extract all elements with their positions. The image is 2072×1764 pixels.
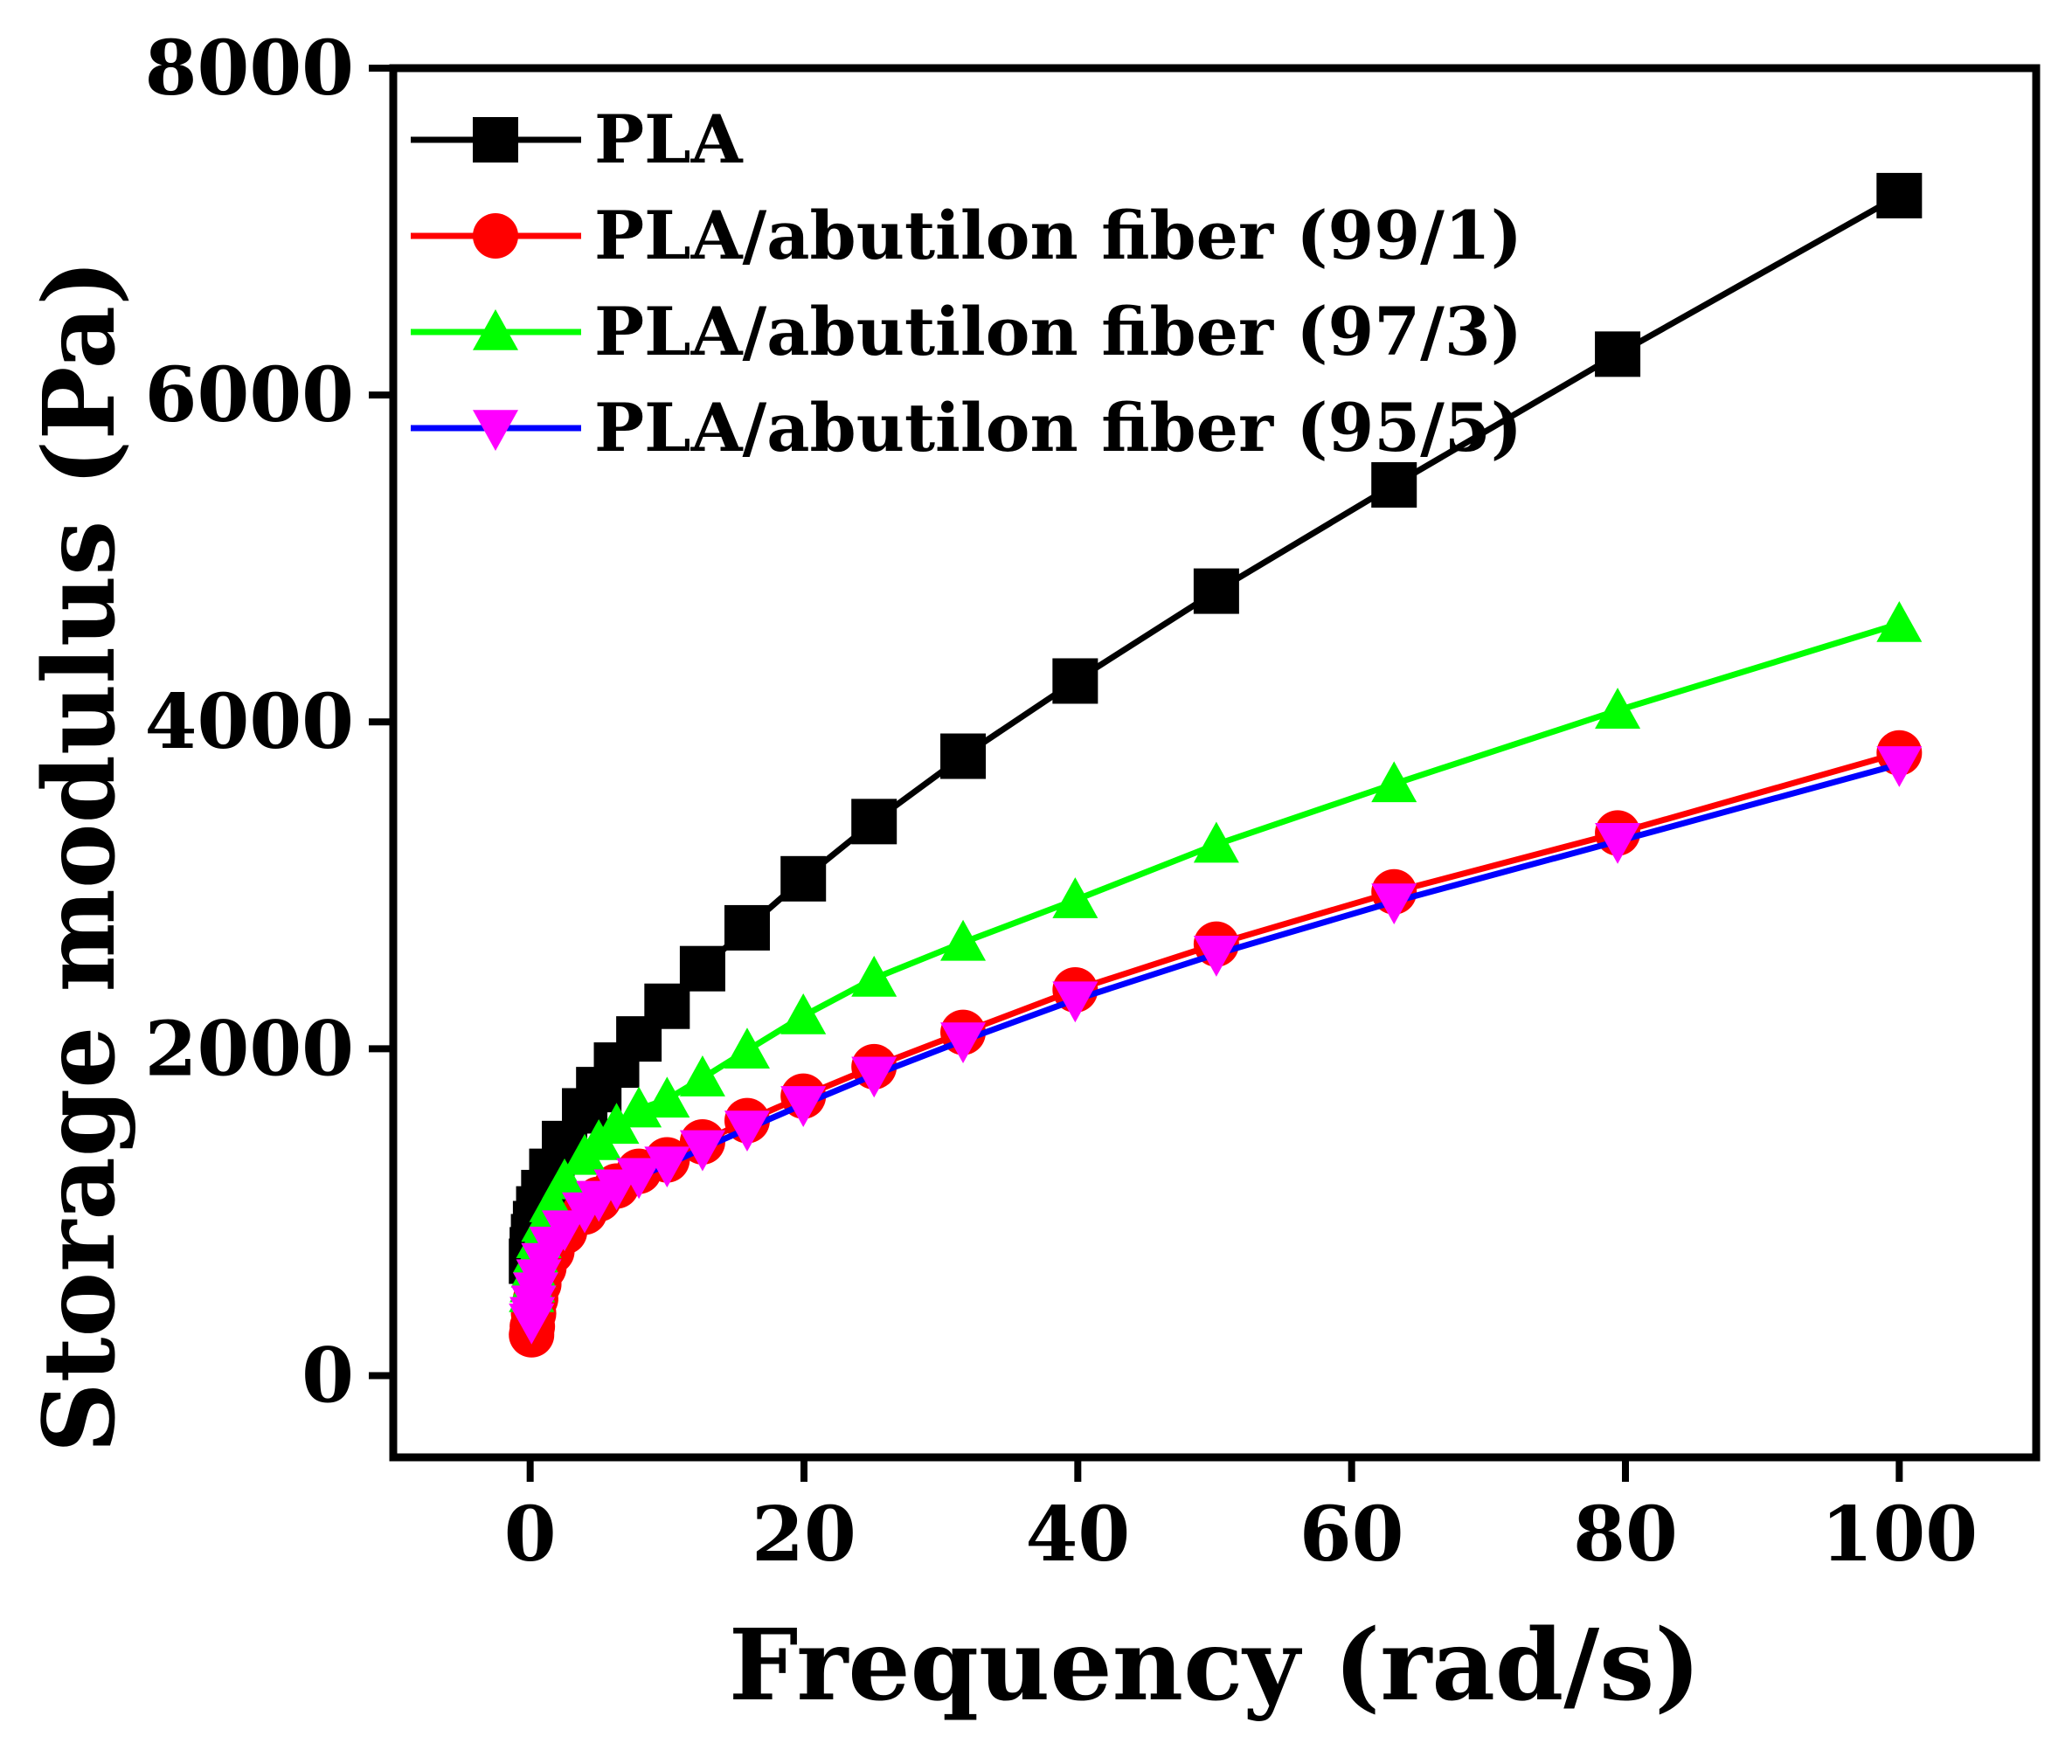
legend-label-3: PLA/abutilon fiber (95/5)	[594, 389, 1522, 467]
x-tick-label-5: 100	[1821, 1491, 1978, 1579]
data-point-2-16	[851, 955, 897, 997]
data-point-2-10	[593, 1103, 640, 1145]
data-point-3-22	[1876, 746, 1923, 787]
data-point-0-20	[1371, 462, 1417, 508]
y-tick-label-1: 2000	[145, 1005, 354, 1093]
data-point-2-13	[679, 1055, 725, 1096]
data-point-0-13	[679, 945, 725, 992]
data-point-3-12	[644, 1146, 690, 1188]
legend: PLA PLA/abutilon fiber (99/1) PLA/abutilon…	[411, 100, 1522, 467]
y-tick-label-0: 0	[301, 1332, 354, 1420]
y-axis-title: Storage modulus (Pa)	[23, 259, 137, 1453]
data-point-0-17	[940, 733, 987, 779]
legend-item-1: PLA/abutilon fiber (99/1)	[411, 197, 1522, 274]
legend-label-2: PLA/abutilon fiber (97/3)	[594, 293, 1522, 370]
data-point-0-15	[780, 855, 827, 902]
data-point-2-22	[1876, 601, 1923, 642]
data-point-3-10	[593, 1169, 640, 1211]
y-tick-label-3: 6000	[145, 351, 354, 439]
x-axis-title: Frequency (rad/s)	[729, 1608, 1701, 1723]
legend-marker-3	[473, 410, 518, 451]
plot-frame	[389, 64, 2041, 1462]
x-tick-label-2: 40	[1025, 1491, 1130, 1579]
data-point-0-14	[724, 904, 770, 951]
data-point-2-17	[940, 919, 987, 961]
data-point-3-19	[1193, 936, 1239, 977]
series-layer	[509, 172, 1923, 1358]
data-point-2-19	[1193, 821, 1239, 863]
y-tick-label-4: 8000	[145, 24, 354, 113]
data-point-2-12	[644, 1076, 690, 1118]
data-point-0-18	[1052, 658, 1098, 704]
legend-marker-2	[473, 309, 518, 350]
data-point-2-14	[724, 1027, 770, 1069]
data-point-3-21	[1595, 822, 1641, 864]
data-point-3-11	[616, 1158, 662, 1200]
data-point-2-7	[542, 1158, 588, 1200]
data-point-3-17	[940, 1022, 987, 1063]
y-tick-label-2: 4000	[145, 678, 354, 766]
data-point-0-22	[1876, 172, 1923, 218]
data-point-3-18	[1052, 981, 1098, 1023]
series-3	[509, 746, 1923, 1345]
x-tick-label-4: 80	[1573, 1491, 1678, 1579]
ticks-layer: 0 20 40 60 80 100 0 2000 4000 6000 8000	[145, 24, 1978, 1579]
legend-item-0: PLA	[411, 100, 744, 178]
legend-label-1: PLA/abutilon fiber (99/1)	[594, 197, 1522, 274]
data-point-0-19	[1193, 568, 1239, 614]
data-point-2-20	[1371, 761, 1417, 803]
data-point-2-18	[1052, 877, 1098, 918]
legend-marker-1	[473, 213, 518, 259]
x-tick-label-1: 20	[752, 1491, 856, 1579]
data-point-3-20	[1371, 883, 1417, 924]
data-point-0-21	[1595, 331, 1641, 377]
data-point-3-14	[724, 1110, 770, 1152]
data-point-2-21	[1595, 688, 1641, 729]
legend-item-2: PLA/abutilon fiber (97/3)	[411, 293, 1522, 370]
legend-label-0: PLA	[594, 100, 744, 178]
data-point-3-7	[542, 1210, 588, 1252]
data-point-3-15	[780, 1086, 827, 1127]
legend-marker-0	[473, 117, 518, 163]
legend-item-3: PLA/abutilon fiber (95/5)	[411, 389, 1522, 467]
x-tick-label-3: 60	[1299, 1491, 1404, 1579]
data-point-3-16	[851, 1056, 897, 1098]
data-point-3-13	[679, 1130, 725, 1172]
data-point-0-16	[851, 799, 897, 845]
data-point-2-15	[780, 993, 827, 1034]
x-tick-label-0: 0	[504, 1491, 557, 1579]
